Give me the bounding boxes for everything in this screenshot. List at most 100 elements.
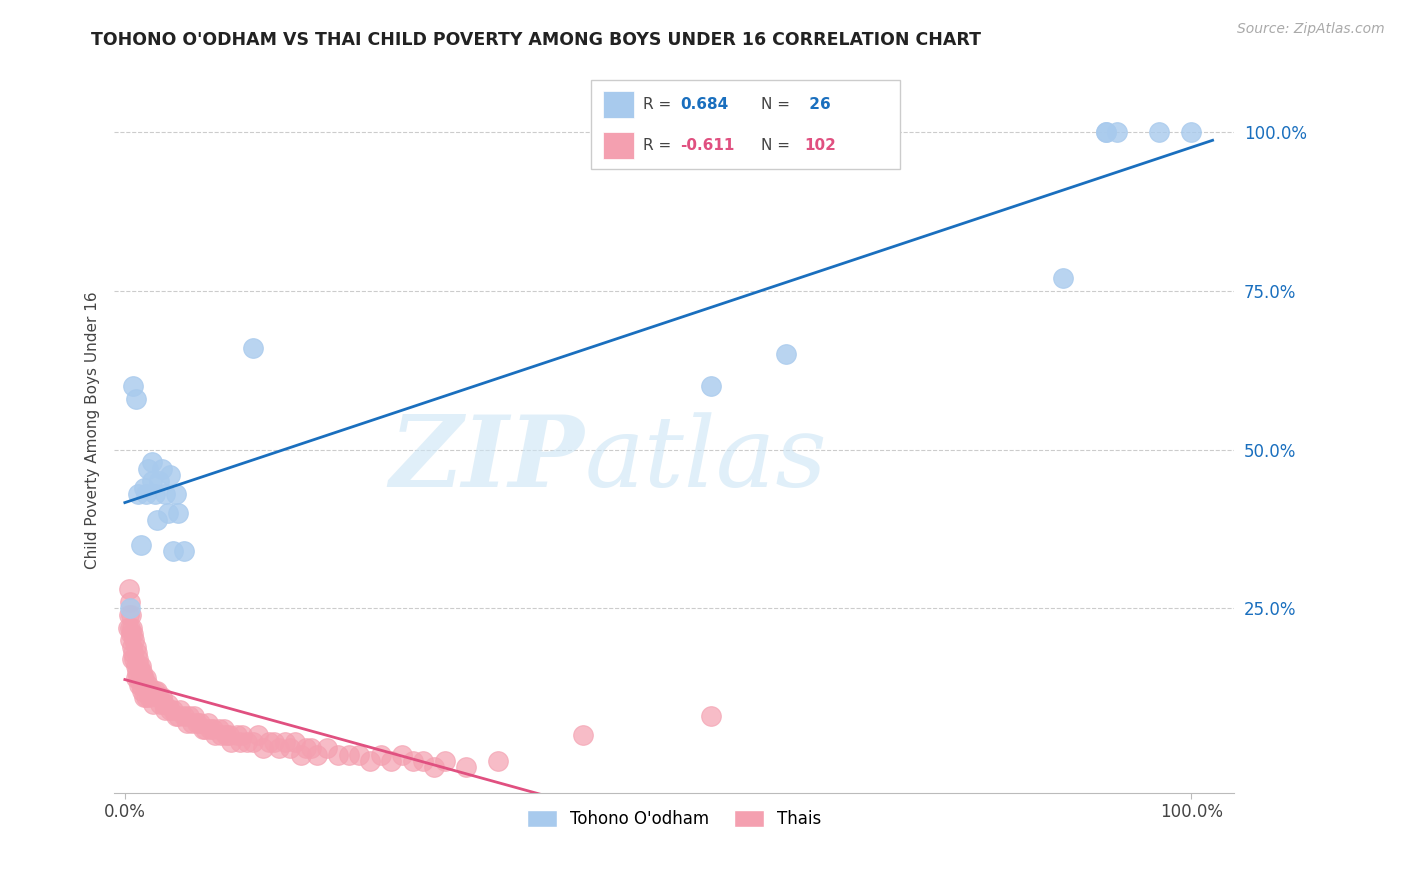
Point bbox=[391, 747, 413, 762]
Point bbox=[1180, 125, 1202, 139]
Point bbox=[208, 722, 231, 736]
Point bbox=[124, 633, 146, 648]
Text: N =: N = bbox=[761, 138, 794, 153]
Point bbox=[136, 678, 159, 692]
Point bbox=[337, 747, 360, 762]
Point bbox=[167, 709, 190, 723]
Point bbox=[700, 709, 723, 723]
FancyBboxPatch shape bbox=[603, 132, 634, 159]
Point bbox=[162, 703, 184, 717]
Point bbox=[128, 678, 150, 692]
Point bbox=[572, 729, 595, 743]
Point bbox=[316, 741, 339, 756]
Point bbox=[118, 582, 141, 597]
Point bbox=[212, 722, 235, 736]
Point bbox=[1149, 125, 1171, 139]
Point bbox=[134, 678, 156, 692]
Point bbox=[263, 735, 285, 749]
Text: N =: N = bbox=[761, 97, 794, 112]
FancyBboxPatch shape bbox=[591, 80, 900, 169]
Point bbox=[155, 703, 177, 717]
Point bbox=[162, 544, 184, 558]
Point bbox=[156, 506, 179, 520]
Point bbox=[124, 392, 146, 406]
Point bbox=[202, 722, 225, 736]
Point bbox=[121, 640, 143, 654]
Point bbox=[131, 684, 153, 698]
Point bbox=[120, 607, 142, 622]
Point bbox=[215, 729, 238, 743]
Point bbox=[252, 741, 274, 756]
Point bbox=[305, 747, 328, 762]
Point bbox=[1095, 125, 1118, 139]
Point bbox=[1095, 125, 1118, 139]
Text: R =: R = bbox=[643, 138, 676, 153]
Point bbox=[120, 595, 142, 609]
Point bbox=[125, 646, 148, 660]
Point bbox=[198, 722, 221, 736]
Point bbox=[188, 715, 211, 730]
Point bbox=[269, 741, 291, 756]
Point bbox=[412, 754, 434, 768]
Text: 0.684: 0.684 bbox=[681, 97, 728, 112]
Point bbox=[159, 468, 181, 483]
Point bbox=[301, 741, 323, 756]
Point bbox=[209, 729, 232, 743]
Point bbox=[149, 697, 172, 711]
Point bbox=[129, 658, 152, 673]
Point bbox=[165, 709, 187, 723]
Point bbox=[148, 475, 170, 489]
Point bbox=[197, 715, 219, 730]
Point bbox=[146, 684, 169, 698]
Point bbox=[229, 735, 252, 749]
Point bbox=[150, 461, 173, 475]
Point bbox=[136, 461, 159, 475]
Point bbox=[1105, 125, 1128, 139]
Text: TOHONO O'ODHAM VS THAI CHILD POVERTY AMONG BOYS UNDER 16 CORRELATION CHART: TOHONO O'ODHAM VS THAI CHILD POVERTY AMO… bbox=[91, 31, 981, 49]
Point bbox=[775, 347, 797, 361]
Text: 102: 102 bbox=[804, 138, 835, 153]
Point bbox=[194, 722, 217, 736]
Point bbox=[121, 620, 143, 634]
Point bbox=[153, 697, 176, 711]
Point bbox=[247, 729, 270, 743]
Point bbox=[132, 671, 155, 685]
Text: R =: R = bbox=[643, 97, 676, 112]
Point bbox=[141, 455, 163, 469]
Point bbox=[1052, 271, 1074, 285]
Point bbox=[120, 620, 142, 634]
Point bbox=[132, 481, 155, 495]
Point bbox=[183, 709, 205, 723]
Point bbox=[169, 703, 191, 717]
Point bbox=[257, 735, 280, 749]
Point bbox=[167, 506, 190, 520]
Point bbox=[295, 741, 318, 756]
Text: Source: ZipAtlas.com: Source: ZipAtlas.com bbox=[1237, 22, 1385, 37]
Point bbox=[186, 715, 208, 730]
Point bbox=[143, 684, 166, 698]
Point bbox=[121, 652, 143, 666]
Point bbox=[127, 487, 149, 501]
Point bbox=[486, 754, 509, 768]
Point bbox=[278, 741, 301, 756]
Point bbox=[118, 607, 141, 622]
Point bbox=[129, 678, 152, 692]
Point bbox=[127, 671, 149, 685]
Point bbox=[221, 735, 243, 749]
Point bbox=[124, 658, 146, 673]
Point bbox=[135, 487, 157, 501]
Point bbox=[120, 601, 142, 615]
Point bbox=[231, 729, 253, 743]
Point bbox=[173, 544, 195, 558]
Y-axis label: Child Poverty Among Boys Under 16: Child Poverty Among Boys Under 16 bbox=[86, 292, 100, 569]
Point bbox=[326, 747, 349, 762]
Text: 26: 26 bbox=[804, 97, 831, 112]
Point bbox=[165, 487, 187, 501]
Point bbox=[290, 747, 312, 762]
Point bbox=[150, 690, 173, 705]
Point bbox=[129, 538, 152, 552]
Point bbox=[218, 729, 240, 743]
Point bbox=[274, 735, 297, 749]
Point bbox=[131, 665, 153, 679]
Point bbox=[146, 512, 169, 526]
